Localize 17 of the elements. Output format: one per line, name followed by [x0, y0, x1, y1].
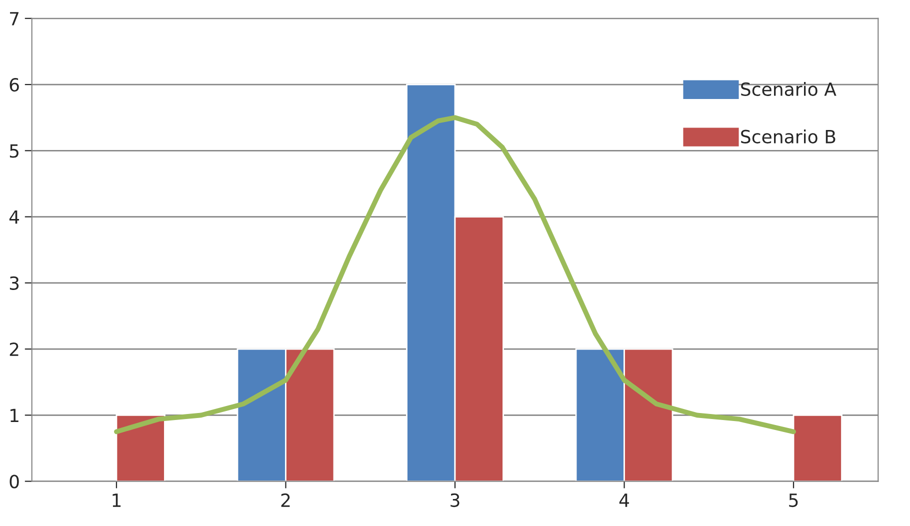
x-tick-label: 2: [281, 493, 290, 507]
y-tick-label: 2: [10, 342, 18, 356]
y-tick-label: 7: [10, 12, 18, 26]
y-tick-label: 6: [10, 78, 19, 92]
bar: [792, 414, 842, 482]
x-tick-label: 3: [450, 493, 460, 508]
x-tick-label: 4: [619, 494, 629, 507]
x-tick-label: 5: [789, 494, 798, 508]
y-tick-label: 0: [10, 474, 19, 488]
bar: [116, 414, 166, 482]
y-tick-label: 4: [9, 210, 20, 224]
x-tick-label: 1: [112, 494, 121, 507]
y-tick-label: 5: [10, 144, 18, 158]
legend-label: Scenario A: [741, 82, 836, 96]
y-tick-label: 1: [10, 408, 18, 422]
legend-label: Scenario B: [741, 129, 836, 144]
y-tick-label: 3: [10, 276, 19, 290]
